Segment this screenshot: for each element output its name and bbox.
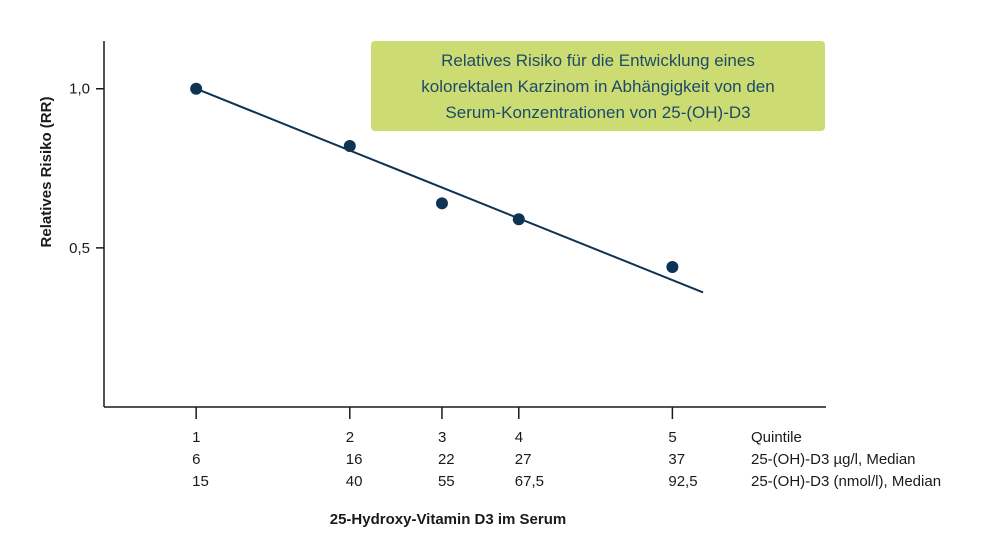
data-point bbox=[343, 140, 356, 153]
data-point bbox=[512, 213, 525, 226]
x-tick-rows: 1 2 3 4 5 Quintile 6 16 22 27 37 25-(OH)-D3 µg/l, M… bbox=[192, 429, 941, 490]
x-tick-label: 1 bbox=[192, 429, 200, 446]
data-points bbox=[190, 82, 679, 273]
trend-line bbox=[195, 87, 704, 294]
x-tick-label: 3 bbox=[438, 429, 446, 446]
x-tick-label: 2 bbox=[346, 429, 354, 446]
x-row-label: Quintile bbox=[751, 429, 802, 446]
title-line-3: Serum-Konzentrationen von 25-(OH)-D3 bbox=[445, 103, 750, 122]
x-row-label: 25-(OH)-D3 µg/l, Median bbox=[751, 451, 916, 468]
x-tick-label: 5 bbox=[668, 429, 676, 446]
x-tick-label: 92,5 bbox=[668, 473, 697, 490]
y-tick-label: 0,5 bbox=[69, 240, 90, 257]
y-axis-label: Relatives Risiko (RR) bbox=[38, 97, 55, 248]
title-background bbox=[371, 41, 825, 131]
x-tick-label: 16 bbox=[346, 451, 363, 468]
data-point bbox=[190, 82, 203, 95]
data-point bbox=[666, 260, 679, 273]
title-line-1: Relatives Risiko für die Entwicklung ein… bbox=[441, 51, 755, 70]
x-tick-label: 15 bbox=[192, 473, 209, 490]
data-point bbox=[435, 197, 448, 210]
x-tick-label: 40 bbox=[346, 473, 363, 490]
x-tick-label: 55 bbox=[438, 473, 455, 490]
y-tick-label: 1,0 bbox=[69, 81, 90, 98]
x-tick-label: 37 bbox=[668, 451, 685, 468]
x-tick-label: 22 bbox=[438, 451, 455, 468]
x-axis-label: 25-Hydroxy-Vitamin D3 im Serum bbox=[330, 511, 566, 528]
x-tick-label: 67,5 bbox=[515, 473, 544, 490]
x-ticks bbox=[195, 407, 674, 419]
x-tick-label: 6 bbox=[192, 451, 200, 468]
x-row-label: 25-(OH)-D3 (nmol/l), Median bbox=[751, 473, 941, 490]
x-tick-label: 4 bbox=[515, 429, 523, 446]
title-box: Relatives Risiko für die Entwicklung ein… bbox=[371, 41, 825, 131]
y-ticks: 1,0 0,5 bbox=[69, 81, 104, 257]
title-line-2: kolorektalen Karzinom in Abhängigkeit vo… bbox=[421, 77, 774, 96]
x-tick-label: 27 bbox=[515, 451, 532, 468]
axes bbox=[103, 41, 826, 408]
